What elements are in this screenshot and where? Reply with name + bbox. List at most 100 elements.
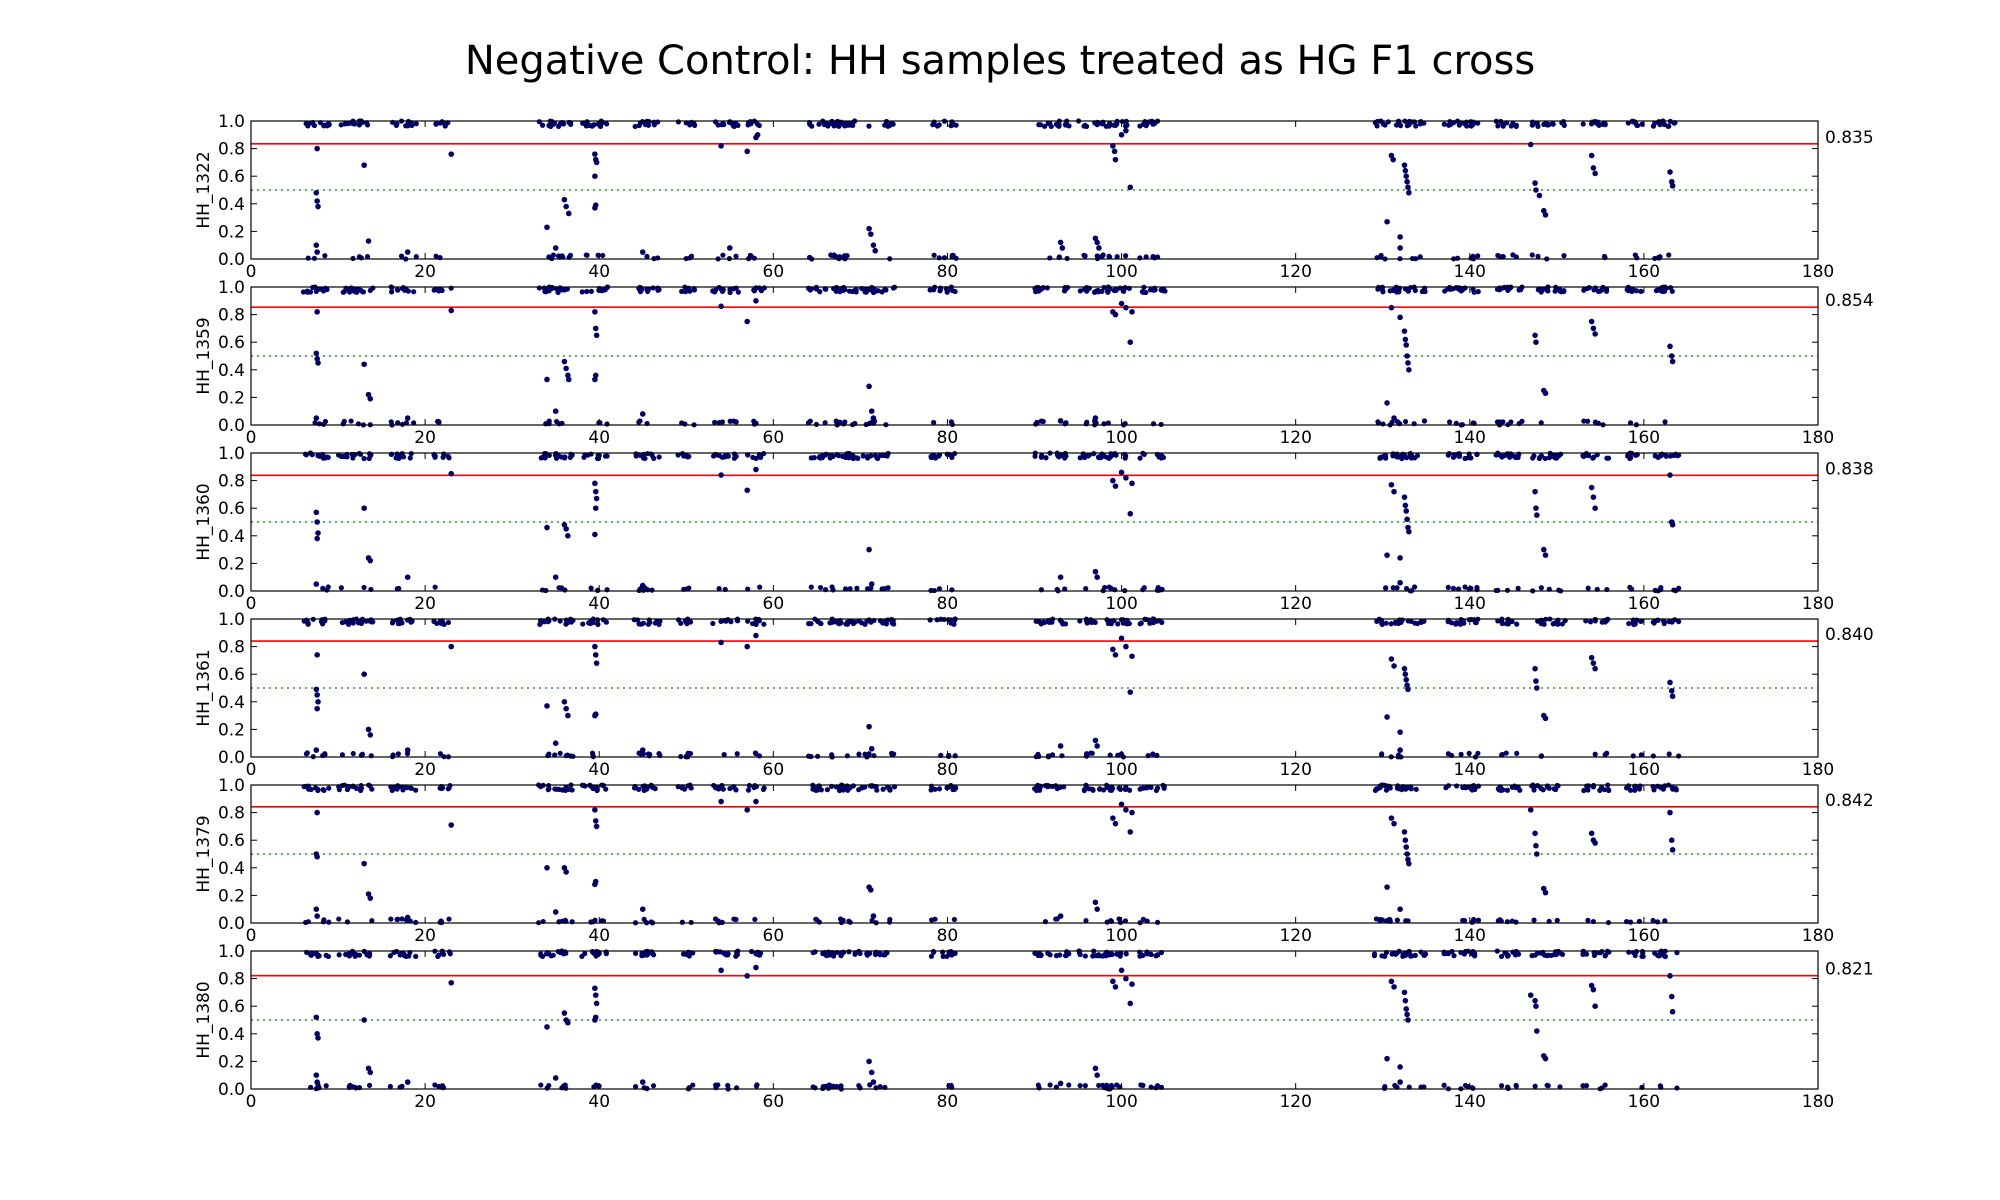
- panel-6-point: [1402, 997, 1409, 1004]
- panel-6-point: [868, 1069, 875, 1076]
- panel-1-point: [816, 121, 822, 127]
- panel-6-point: [723, 952, 729, 958]
- panel-1-point: [1397, 234, 1403, 240]
- panel-1-point: [828, 120, 834, 127]
- panel-2-point: [1561, 288, 1567, 294]
- panel-3-point: [361, 505, 367, 512]
- panel-2-point: [751, 418, 757, 424]
- panel-6-point: [1384, 1055, 1390, 1062]
- panel-4-point: [883, 621, 889, 627]
- panel-3-point: [1408, 452, 1415, 458]
- panel-3-point: [640, 455, 647, 461]
- panel-5-point: [603, 786, 609, 792]
- panel-4-point: [1466, 617, 1472, 623]
- panel-1-point: [308, 120, 315, 126]
- panel-5-point: [1602, 787, 1608, 793]
- panel-4-point: [1632, 621, 1638, 627]
- panel-4-point: [1538, 753, 1545, 759]
- panel-1-point: [936, 122, 942, 128]
- panel-5-point: [1632, 787, 1638, 793]
- panel-5-point: [1495, 786, 1501, 792]
- panel-2-point: [1540, 287, 1546, 293]
- panel-1-point: [1143, 254, 1149, 260]
- panel-4-point: [1499, 751, 1505, 758]
- panel-2-point: [584, 288, 590, 295]
- panel-1-point: [731, 120, 738, 126]
- panel-4-xtick-label: 0: [246, 760, 257, 780]
- panel-2-point: [1592, 419, 1598, 425]
- panel-2-point: [340, 421, 346, 427]
- panel-2-point: [411, 420, 417, 426]
- panel-4-point: [1084, 752, 1090, 758]
- panel-1-point: [361, 162, 367, 168]
- panel-1-point: [727, 245, 733, 251]
- panel-2-point: [448, 307, 455, 314]
- panel-1-point: [1384, 218, 1390, 225]
- panel-5-point: [847, 919, 853, 925]
- panel-3-ytick-label: 0.6: [218, 499, 245, 519]
- panel-1-point: [1106, 253, 1112, 259]
- panel-1-point: [1533, 187, 1539, 193]
- panel-1-point: [890, 121, 896, 127]
- panel-1-point: [949, 252, 955, 258]
- panel-5-point: [752, 916, 758, 923]
- panel-6-xtick-label: 80: [937, 1092, 959, 1112]
- panel-5-point: [1534, 851, 1540, 857]
- panel-5-point: [1374, 786, 1380, 792]
- panel-2-point: [870, 415, 877, 421]
- panel-1-point: [544, 224, 550, 231]
- panel-1-point: [593, 159, 600, 166]
- panel-2-point: [1388, 304, 1395, 311]
- panel-1-point: [748, 253, 754, 259]
- panel-3-point: [1468, 585, 1474, 591]
- panel-5-point: [824, 787, 830, 793]
- panel-5-point: [1083, 917, 1089, 924]
- panel-3-point: [1395, 454, 1402, 460]
- panel-2-point: [1034, 288, 1040, 294]
- panel-2-point: [1667, 343, 1673, 350]
- panel-5-point: [813, 916, 819, 922]
- panel-3-point: [313, 509, 320, 516]
- panel-5-point: [592, 881, 598, 888]
- panel-2-ytick-label: 1.0: [218, 278, 245, 298]
- panel-3-point: [1414, 453, 1421, 459]
- panel-2-point: [1118, 300, 1125, 307]
- panel-3-point: [1590, 455, 1596, 461]
- panel-3-point: [1652, 453, 1658, 459]
- panel-4-point: [394, 617, 400, 623]
- panel-4-xtick-label: 180: [1802, 760, 1834, 780]
- panel-6-point: [591, 950, 597, 956]
- panel-3-point: [1592, 505, 1598, 512]
- panel-6-point: [734, 1085, 740, 1091]
- panel-3-point: [1118, 469, 1125, 476]
- panel-2-point: [405, 288, 411, 294]
- panel-6-point: [1632, 952, 1638, 959]
- panel-3-point: [389, 451, 395, 457]
- panel-4-point: [761, 621, 767, 627]
- panel-5-point: [563, 784, 569, 790]
- panel-2-point: [348, 418, 354, 424]
- panel-5-xtick-label: 180: [1802, 926, 1834, 946]
- panel-3-point: [1455, 586, 1462, 592]
- panel-3-point: [440, 454, 446, 460]
- panel-2-point: [1107, 286, 1113, 292]
- panel-2-point: [1152, 287, 1158, 293]
- panel-6-point: [315, 953, 321, 959]
- panel-2-point: [679, 420, 685, 426]
- panel-4-point: [408, 619, 414, 625]
- panel-4-point: [1057, 743, 1064, 749]
- panel-2-point: [744, 318, 751, 325]
- panel-1-point: [1082, 253, 1088, 259]
- panel-4-point: [339, 752, 345, 758]
- panel-6-point: [757, 950, 764, 956]
- panel-1-point: [433, 121, 439, 127]
- panel-1-point: [404, 249, 411, 255]
- panel-1-point: [868, 231, 874, 237]
- panel-1-point: [720, 252, 726, 258]
- panel-4-point: [1127, 689, 1134, 695]
- panel-4-point: [1461, 620, 1467, 626]
- panel-4-point: [721, 751, 727, 758]
- panel-6-point: [1674, 1085, 1680, 1091]
- panel-4-ytick-label: 0.4: [218, 693, 245, 713]
